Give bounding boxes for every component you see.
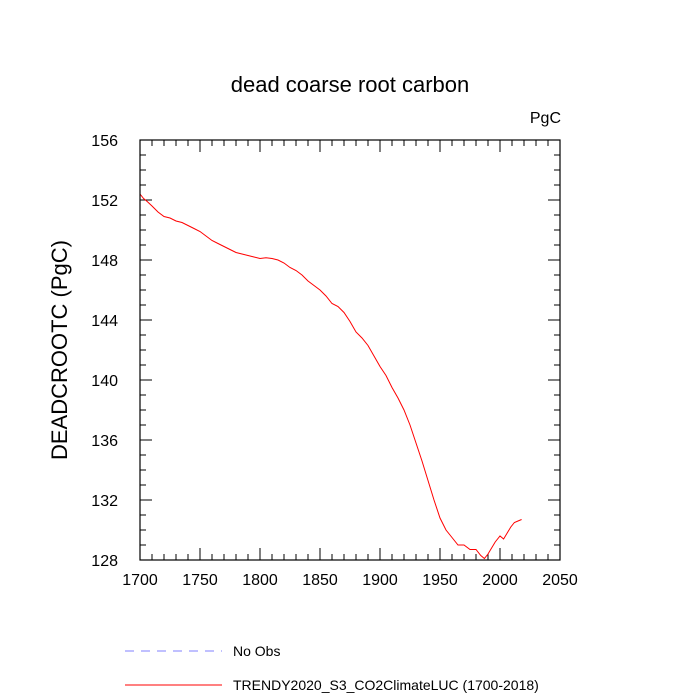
plot-frame: [139, 139, 561, 561]
x-tick-label-1750: 1750: [182, 572, 218, 589]
plot-series: [139, 193, 522, 560]
axis-ticks: [139, 139, 561, 561]
legend-label-no-obs: No Obs: [233, 643, 280, 659]
x-tick-label-1800: 1800: [242, 572, 278, 589]
y-tick-label-152: 152: [91, 193, 118, 210]
legend-label-trendy: TRENDY2020_S3_CO2ClimateLUC (1700-2018): [233, 677, 539, 693]
x-tick-label-2050: 2050: [542, 572, 578, 589]
y-tick-label-128: 128: [91, 553, 118, 570]
x-tick-label-1850: 1850: [302, 572, 338, 589]
axis-tick-labels: 1700 1750 1800 1850 1900 1950 2000 2050 128 132 13…: [91, 133, 578, 589]
units-label: PgC: [530, 110, 561, 127]
series-line-1: [139, 193, 522, 560]
legend: No Obs TRENDY2020_S3_CO2ClimateLUC (1700…: [125, 643, 539, 693]
x-tick-label-1900: 1900: [362, 572, 398, 589]
y-tick-label-144: 144: [91, 313, 118, 330]
y-tick-label-156: 156: [91, 133, 118, 150]
y-tick-label-132: 132: [91, 493, 118, 510]
y-axis-label: DEADCROOTC (PgC): [47, 240, 72, 460]
chart-title: dead coarse root carbon: [231, 72, 470, 97]
y-tick-label-136: 136: [91, 433, 118, 450]
x-tick-label-1950: 1950: [422, 572, 458, 589]
y-tick-label-140: 140: [91, 373, 118, 390]
y-tick-label-148: 148: [91, 253, 118, 270]
x-tick-label-2000: 2000: [482, 572, 518, 589]
x-tick-label-1700: 1700: [122, 572, 158, 589]
